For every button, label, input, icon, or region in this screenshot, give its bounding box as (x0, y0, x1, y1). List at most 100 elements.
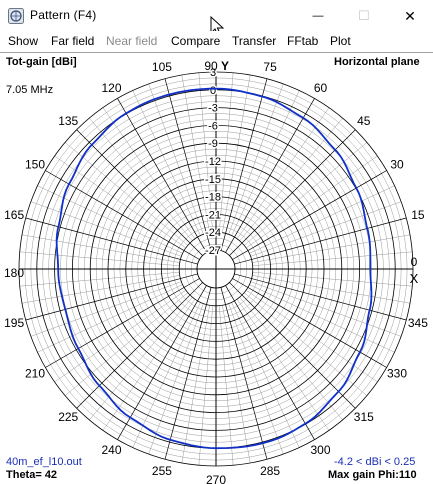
minor-spoke (19, 271, 180, 287)
radial-tick-label: -27 (205, 245, 221, 257)
max-gain-label: Max gain Phi:110 (328, 469, 417, 481)
minor-spoke (236, 299, 330, 431)
minor-spoke (102, 107, 196, 239)
minor-spoke (132, 302, 201, 448)
radial-tick-label: -24 (205, 227, 221, 239)
minimize-button[interactable]: — (295, 0, 341, 32)
close-button[interactable]: ✕ (387, 0, 433, 32)
minor-spoke (222, 74, 251, 233)
minor-spoke (246, 155, 378, 249)
minor-spoke (244, 142, 368, 246)
pattern-plot-area[interactable]: 3 0 -3 -6 -9 -12 -15 -18 -21 -24 -27 0 15 30 45 60 75 90 1… (0, 52, 433, 484)
polar-chart: 30-3-6-9-12-15-18-21-24-2701530456075901… (4, 59, 428, 484)
gain-range-label: -4.2 < dBi < 0.25 (334, 456, 416, 468)
file-name-label: 40m_ef_l10.out (6, 456, 82, 468)
frequency-label: 7.05 MHz (6, 84, 54, 96)
minor-spoke (236, 107, 330, 239)
minor-spoke (249, 185, 395, 254)
close-icon: ✕ (404, 7, 416, 24)
radial-tick-label: -3 (208, 103, 218, 115)
radial-tick-label: -18 (205, 192, 221, 204)
minor-spoke (148, 303, 204, 455)
minor-spoke (198, 72, 214, 233)
app-icon (8, 8, 24, 24)
minor-spoke (21, 275, 180, 304)
minor-spoke (249, 284, 395, 353)
angle-tick-label: 15 (411, 208, 425, 222)
minor-spoke (198, 305, 214, 466)
minor-spoke (37, 185, 183, 254)
minor-spoke (54, 289, 186, 383)
angle-tick-label: 345 (408, 316, 428, 330)
angle-tick-label: 195 (4, 316, 24, 330)
angle-tick-label: 105 (152, 60, 172, 74)
menu-bar: Show Far field Near field Compare Transf… (0, 31, 433, 52)
minor-spoke (181, 305, 210, 464)
angle-tick-label: 45 (357, 114, 371, 128)
gain-pattern-trace (55, 87, 373, 450)
minor-spoke (252, 271, 413, 287)
minor-spoke (231, 90, 300, 236)
gain-unit-label: Tot-gain [dBi] (6, 56, 77, 68)
angle-tick-label: 165 (4, 208, 24, 222)
minor-spoke (239, 117, 343, 241)
minor-spoke (30, 201, 182, 257)
menu-transfer[interactable]: Transfer (232, 34, 277, 48)
minor-spoke (252, 275, 411, 304)
menu-compare[interactable]: Compare (171, 34, 221, 48)
angle-tick-label: 180 (4, 266, 24, 280)
radial-tick-label: -6 (208, 120, 218, 132)
minor-spoke (148, 83, 204, 235)
angle-tick-label: 135 (58, 114, 78, 128)
angle-tick-label: 255 (152, 464, 172, 478)
minor-spoke (218, 72, 234, 233)
menu-far-field[interactable]: Far field (51, 34, 95, 48)
plane-label: Horizontal plane (334, 56, 420, 68)
minor-spoke (89, 117, 193, 241)
minimize-icon: — (312, 10, 324, 22)
minor-spoke (21, 234, 180, 263)
maximize-button[interactable]: ☐ (341, 0, 387, 32)
radial-tick-label: -12 (205, 156, 221, 168)
minor-spoke (246, 289, 378, 383)
menu-show[interactable]: Show (8, 34, 39, 48)
angle-tick-label: 75 (263, 60, 277, 74)
minor-spoke (228, 83, 284, 235)
minor-spoke (19, 251, 180, 267)
minor-spoke (252, 234, 411, 263)
radial-tick-label: 0 (210, 85, 216, 97)
theta-label: Theta= 42 (6, 469, 58, 481)
radial-tick-label: -9 (208, 138, 218, 150)
minor-spoke (37, 284, 183, 353)
menu-fftab[interactable]: FFtab (287, 34, 319, 48)
angle-tick-label: 300 (310, 443, 330, 457)
angle-tick-label: 0 (411, 255, 418, 269)
minor-spoke (64, 292, 188, 396)
minor-spoke (252, 251, 413, 267)
angle-tick-label: 225 (58, 410, 78, 424)
minor-spoke (218, 305, 234, 466)
angle-tick-label: 30 (390, 158, 404, 172)
y-axis-letter: Y (221, 59, 229, 73)
minor-spoke (239, 297, 343, 421)
radial-tick-label: 3 (210, 67, 216, 79)
window-title: Pattern (F4) (30, 8, 97, 22)
x-axis-letter: X (410, 271, 419, 286)
angle-tick-label: 120 (101, 81, 121, 95)
minor-spoke (222, 305, 251, 464)
minor-spoke (132, 90, 201, 236)
angle-tick-label: 270 (206, 473, 226, 484)
minor-spoke (228, 303, 284, 455)
radial-tick-label: -15 (205, 174, 221, 186)
angle-tick-label: 285 (260, 464, 280, 478)
minor-spoke (250, 201, 402, 257)
minor-spoke (30, 281, 182, 337)
angle-tick-label: 90 (204, 59, 218, 73)
angle-tick-label: 150 (25, 158, 45, 172)
menu-plot[interactable]: Plot (330, 34, 351, 48)
minor-spoke (89, 297, 193, 421)
maximize-icon: ☐ (358, 8, 370, 23)
minor-spoke (250, 281, 402, 337)
minor-spoke (181, 74, 210, 233)
angle-tick-label: 330 (387, 367, 407, 381)
